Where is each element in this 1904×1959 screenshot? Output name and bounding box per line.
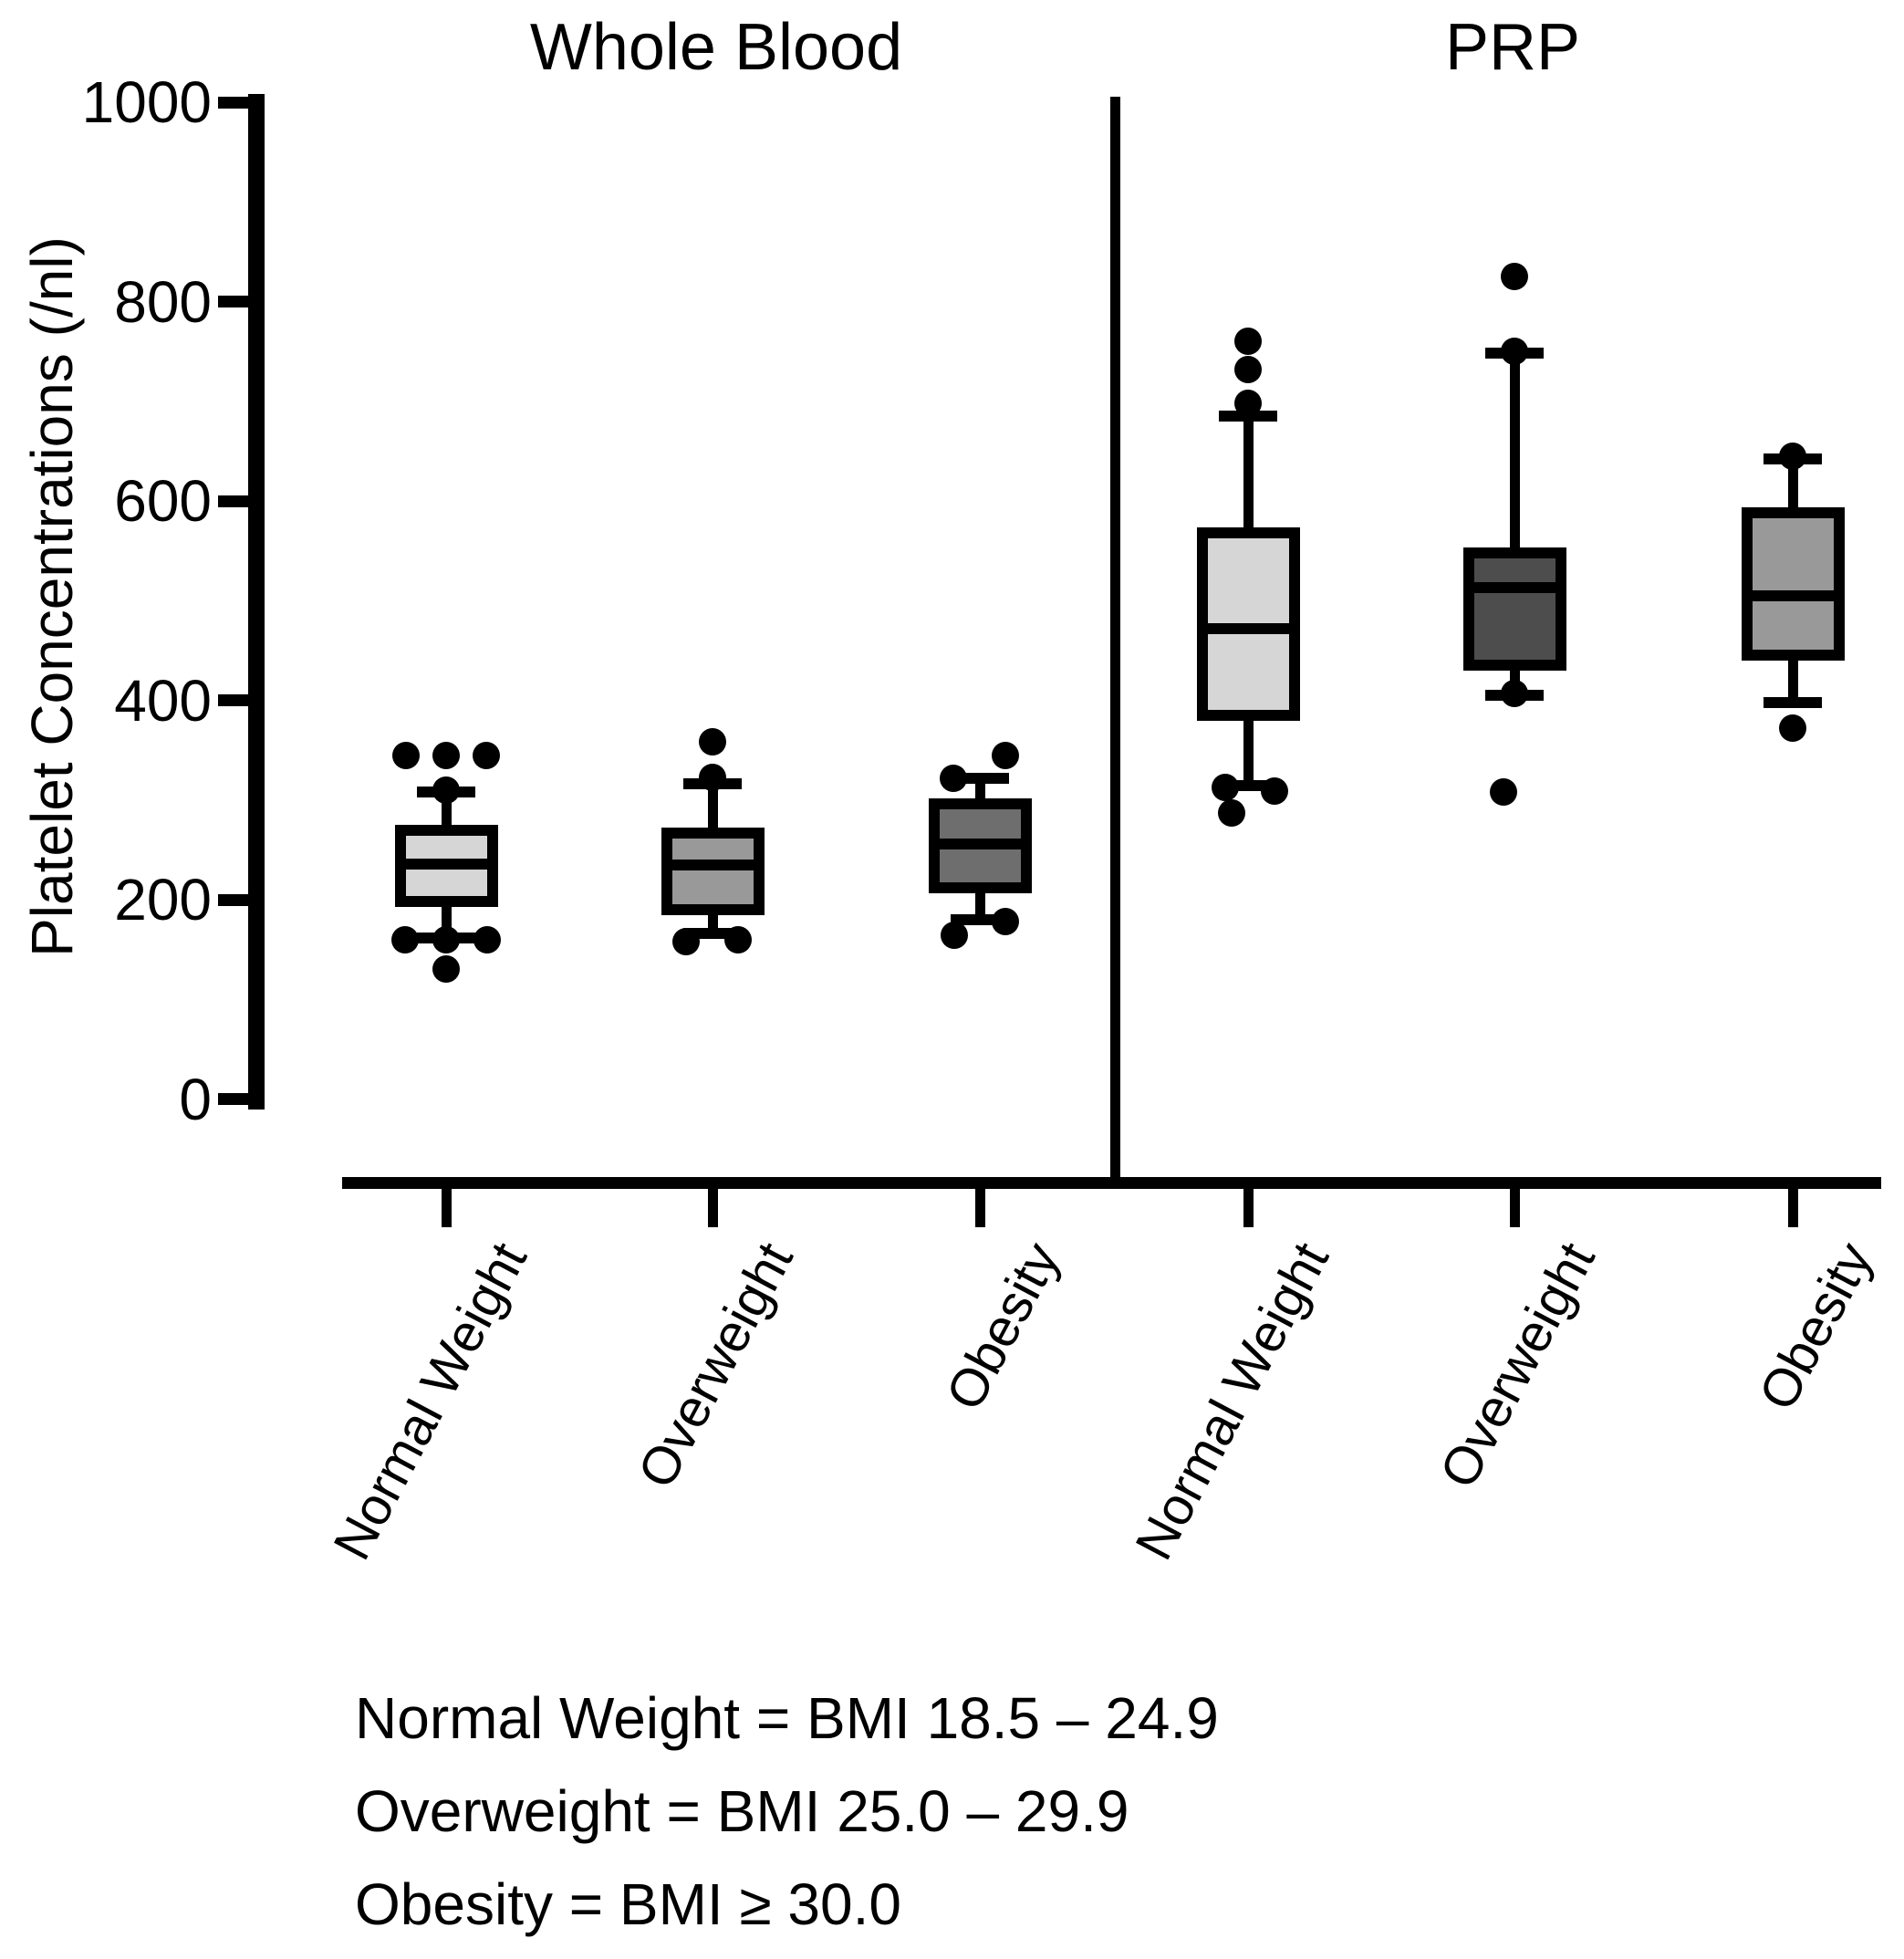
outlier-dot-whole-blood-normal-weight [473,925,501,953]
outlier-dot-whole-blood-obesity [992,908,1019,936]
outlier-dot-prp-normal-weight [1261,776,1288,805]
y-axis-line [248,94,265,1110]
outlier-dot-prp-overweight [1501,263,1528,291]
outlier-dot-prp-normal-weight [1218,798,1245,827]
whisker-prp-overweight [1509,353,1520,696]
outlier-dot-prp-obesity [1779,442,1806,470]
x-category-label-prp-normal-weight: Normal Weight [1123,1233,1340,1569]
box-prp-obesity [1741,507,1845,662]
x-axis-tick [707,1189,718,1227]
x-category-label-whole-blood-obesity: Obesity [934,1233,1072,1420]
panel-title-prp: PRP [1444,11,1581,84]
y-axis-tick [218,296,248,307]
y-axis-tick-label: 0 [179,1066,212,1132]
median-line-prp-normal-weight [1207,622,1289,634]
x-axis-tick [1509,1189,1520,1227]
y-axis-tick-label: 800 [114,268,212,335]
x-category-label-whole-blood-overweight: Overweight [626,1233,805,1498]
median-line-prp-overweight [1473,582,1555,594]
legend-line-normal-weight: Normal Weight = BMI 18.5 – 24.9 [355,1685,1219,1751]
outlier-dot-whole-blood-normal-weight [432,955,460,984]
x-category-label-whole-blood-normal-weight: Normal Weight [321,1233,538,1569]
outlier-dot-prp-normal-weight [1234,355,1262,383]
x-axis-tick [1787,1189,1798,1227]
outlier-dot-prp-obesity [1779,714,1806,743]
x-category-label-prp-overweight: Overweight [1428,1233,1607,1498]
x-axis-line [342,1177,1881,1189]
x-axis-tick [441,1189,452,1227]
legend-line-obesity: Obesity = BMI ≥ 30.0 [355,1871,901,1937]
outlier-dot-whole-blood-normal-weight [473,741,500,769]
median-line-whole-blood-overweight [671,859,754,870]
y-axis-tick [218,96,248,109]
outlier-dot-prp-normal-weight [1234,328,1262,356]
outlier-dot-whole-blood-normal-weight [432,741,460,769]
x-category-label-prp-obesity: Obesity [1747,1233,1885,1420]
outlier-dot-whole-blood-obesity [940,764,967,792]
median-line-whole-blood-obesity [939,838,1021,849]
outlier-dot-prp-overweight [1490,778,1517,806]
x-axis-tick [974,1189,985,1227]
outlier-dot-prp-normal-weight [1212,773,1239,801]
y-axis-tick [218,495,248,507]
outlier-dot-prp-normal-weight [1234,389,1262,417]
outlier-dot-whole-blood-overweight [699,763,726,791]
outlier-dot-whole-blood-normal-weight [432,776,460,804]
box-whole-blood-overweight [661,827,765,915]
outlier-dot-whole-blood-normal-weight [432,925,460,953]
y-axis-tick [218,1093,248,1105]
y-axis-tick-label: 600 [114,468,212,534]
whisker-cap-low-prp-obesity [1764,696,1822,708]
outlier-dot-whole-blood-obesity [992,741,1019,769]
y-axis-tick-label: 1000 [81,69,212,135]
x-axis-tick [1243,1189,1254,1227]
outlier-dot-whole-blood-overweight [672,927,700,955]
y-axis-tick-label: 400 [114,667,212,734]
y-axis-tick [218,893,248,906]
box-whole-blood-obesity [928,798,1032,893]
bmi-legend: Normal Weight = BMI 18.5 – 24.9 Overweig… [355,1672,1219,1951]
outlier-dot-whole-blood-normal-weight [392,741,420,769]
outlier-dot-whole-blood-overweight [699,728,726,756]
legend-line-overweight: Overweight = BMI 25.0 – 29.9 [355,1778,1129,1844]
outlier-dot-prp-overweight [1501,338,1528,366]
outlier-dot-whole-blood-overweight [724,925,752,953]
panel-title-whole-blood: Whole Blood [529,11,903,84]
median-line-whole-blood-normal-weight [405,858,487,870]
panel-divider-line [1110,97,1120,1183]
y-axis-tick [218,694,248,706]
outlier-dot-whole-blood-normal-weight [391,925,419,953]
box-prp-overweight [1462,547,1566,672]
y-axis-tick-label: 200 [114,867,212,933]
median-line-prp-obesity [1752,589,1834,601]
outlier-dot-whole-blood-obesity [941,922,968,950]
outlier-dot-prp-overweight [1501,679,1528,707]
